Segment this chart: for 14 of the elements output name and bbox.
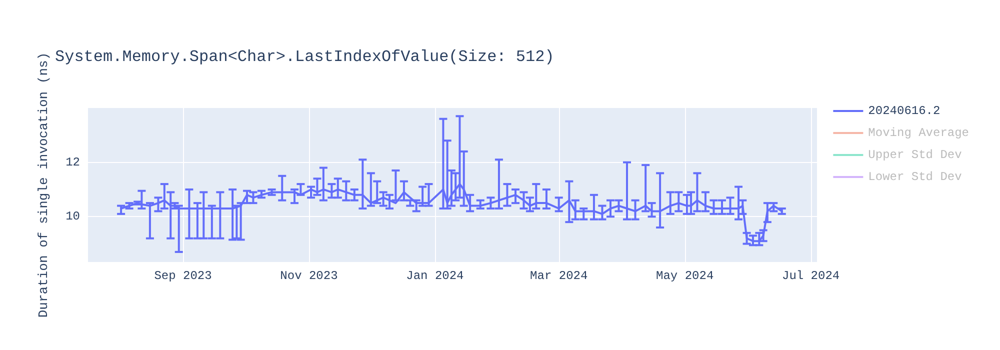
legend-label: Lower Std Dev (868, 170, 962, 184)
legend-label: Moving Average (868, 126, 970, 140)
x-tick-label: Jul 2024 (782, 269, 840, 283)
legend-label: Upper Std Dev (868, 148, 962, 162)
x-tick-label: Sep 2023 (154, 269, 212, 283)
x-tick-label: Mar 2024 (530, 269, 588, 283)
y-tick-label: 12 (66, 155, 80, 170)
y-axis-title: Duration of single invocation (ns) (36, 52, 51, 318)
x-tick-label: Nov 2023 (280, 269, 338, 283)
x-tick-label: Jan 2024 (406, 269, 464, 283)
legend-label: 20240616.2 (868, 104, 940, 118)
chart-title: System.Memory.Span<Char>.LastIndexOfValue(Size: 512) (55, 48, 554, 66)
y-tick-label: 10 (66, 210, 80, 224)
x-tick-label: May 2024 (656, 269, 714, 283)
